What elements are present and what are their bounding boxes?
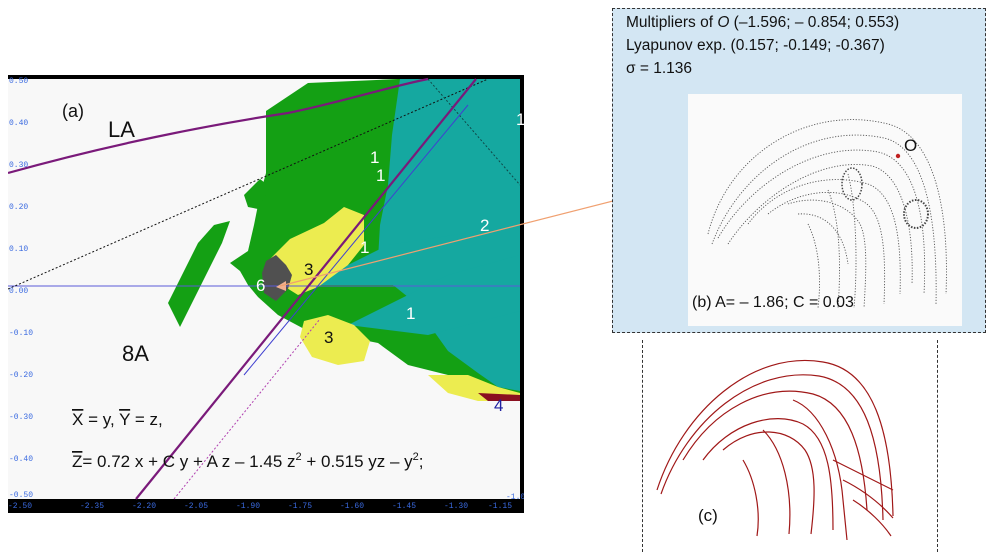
- y-tick: 0.10: [9, 245, 28, 254]
- point-o-marker: [895, 153, 901, 159]
- panel-c-box: [642, 340, 938, 552]
- region-number: 1: [406, 304, 415, 323]
- lyapunov-text: Lyapunov exp. (0.157; -0.149; -0.367): [626, 37, 885, 54]
- eq2-b: + 0.515 yz – y: [302, 452, 414, 471]
- eq-x-bar: X: [72, 410, 83, 429]
- line-blue-diagonal: [243, 104, 469, 376]
- y-tick: -0.30: [9, 413, 33, 422]
- connector-line: [279, 189, 657, 287]
- y-tick: -0.40: [9, 455, 33, 464]
- region-number: 1: [370, 148, 379, 167]
- region-number: 3: [324, 328, 333, 347]
- region-green-streak: [168, 221, 230, 327]
- panel-a-bifurcation-diagram: 0.50 0.40 0.30 0.20 0.10 0.00 -0.10 -0.2…: [7, 75, 530, 513]
- x-tick: -2.50: [8, 502, 32, 511]
- multipliers-values: (–1.596; – 0.854; 0.553): [729, 14, 900, 31]
- region-yellow-lower: [300, 315, 370, 365]
- y-tick: -0.20: [9, 371, 33, 380]
- region-number: 6: [256, 276, 265, 295]
- x-tick: -1.60: [340, 502, 364, 511]
- panel-a-label: (a): [62, 101, 84, 121]
- eq-z-bar: Z: [72, 452, 82, 471]
- point-o-label: O: [904, 136, 918, 155]
- x-tick: -1.15: [488, 502, 512, 511]
- region-darkred-tail: [478, 393, 520, 401]
- y-tick: -0.10: [9, 329, 33, 338]
- eq-y-bar: Y: [119, 410, 130, 429]
- panel-b-caption: (b) A= – 1.86; C = 0.03: [692, 294, 854, 311]
- y-tick: -0.50: [9, 491, 33, 500]
- y-tick: 0.30: [9, 161, 28, 170]
- x-tick: -1.00: [506, 493, 524, 502]
- eq2-a: = 0.72 x + C y + A z – 1.45 z: [82, 452, 295, 471]
- region-teal-wedge2: [348, 255, 520, 335]
- attractor-b-svg: [707, 119, 947, 309]
- eq2-sup2: 2: [413, 451, 419, 463]
- eq2-sup1: 2: [296, 451, 302, 463]
- line-dotted-diagonal: [7, 78, 489, 290]
- multipliers-text: Multipliers of O (–1.596; – 0.854; 0.553…: [626, 14, 899, 32]
- region-yellow-upper: [270, 207, 364, 295]
- y-tick: 0.00: [9, 287, 28, 296]
- eq-mid: = y,: [83, 410, 119, 429]
- multipliers-point: O: [717, 14, 730, 31]
- line-purple-dotted: [173, 318, 321, 500]
- eq-tail: = z,: [130, 410, 163, 429]
- y-tick: 0.50: [9, 77, 28, 86]
- y-tick: 0.40: [9, 119, 28, 128]
- line-purple-steep: [135, 78, 477, 500]
- region-number: 4: [494, 396, 503, 415]
- region-number: 1: [360, 238, 369, 257]
- curve-purple-top: [7, 77, 429, 175]
- x-tick: -1.45: [392, 502, 416, 511]
- panel-c-label: (c): [698, 506, 718, 525]
- line-teal-dotted: [427, 78, 521, 186]
- panel-a-svg: 0.50 0.40 0.30 0.20 0.10 0.00 -0.10 -0.2…: [7, 75, 530, 513]
- x-tick: -1.90: [236, 502, 260, 511]
- region-green-tip: [244, 179, 270, 209]
- region-number: 3: [304, 260, 313, 279]
- equation-line-1: X = y, Y = z,: [72, 410, 163, 429]
- x-tick: -1.30: [444, 502, 468, 511]
- region-label-8a: 8A: [122, 341, 149, 366]
- x-tick: -2.35: [80, 502, 104, 511]
- region-label-la: LA: [108, 117, 135, 142]
- x-tick: -2.20: [132, 502, 156, 511]
- region-number: 1: [376, 166, 385, 185]
- sigma-text: σ = 1.136: [626, 60, 693, 77]
- attractor-b-plot: [688, 94, 962, 326]
- x-tick: -2.05: [184, 502, 208, 511]
- equation-line-2: Z= 0.72 x + C y + A z – 1.45 z2 + 0.515 …: [72, 451, 424, 471]
- multipliers-label: Multipliers of: [626, 14, 718, 31]
- region-number: 1: [516, 110, 524, 129]
- x-tick: -1.75: [288, 502, 312, 511]
- attractor-c-svg: [656, 359, 894, 541]
- region-number: 2: [480, 216, 489, 235]
- y-tick: 0.20: [9, 203, 28, 212]
- eq2-c: ;: [419, 452, 424, 471]
